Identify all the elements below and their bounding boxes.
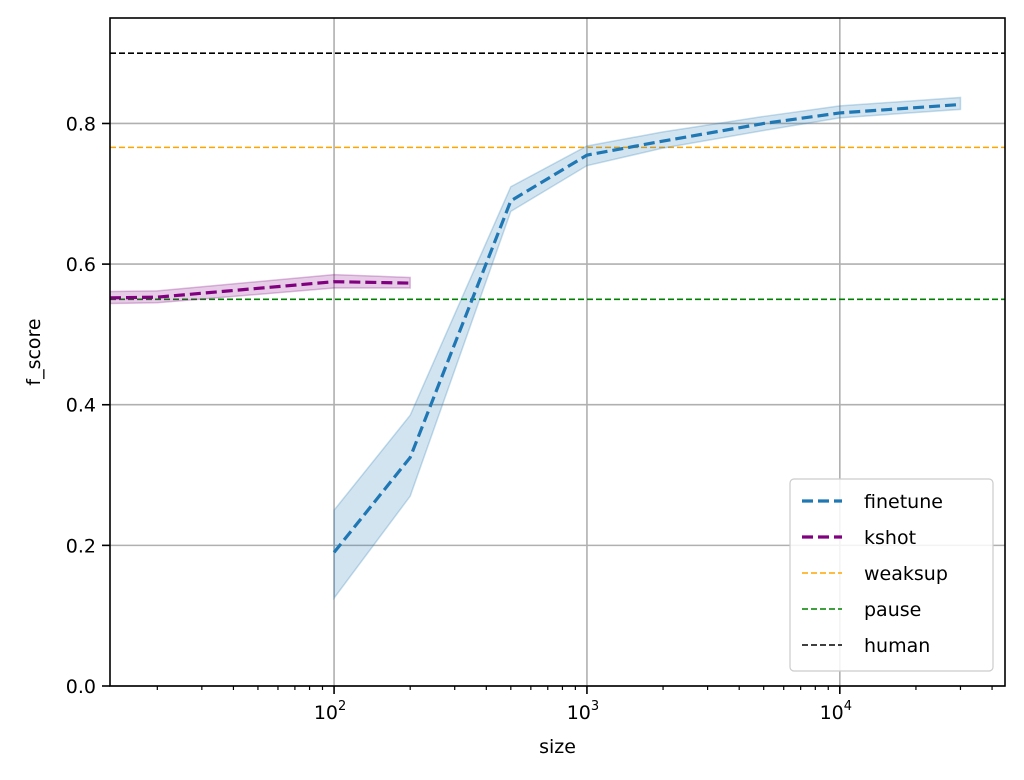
y-tick-label-1: 0.2: [66, 535, 96, 557]
y-tick-label-4: 0.8: [66, 113, 96, 135]
axes-frame: [109, 17, 1006, 687]
y-tick-label-0: 0.0: [66, 676, 96, 698]
plot-area: [110, 52, 1005, 601]
x-axis-label: size: [539, 736, 576, 758]
y-tick-label-3: 0.6: [66, 254, 96, 276]
x-tick-label-0: 102: [314, 699, 346, 724]
legend-label-finetune: finetune: [864, 491, 943, 513]
legend-box: [789, 478, 994, 672]
x-minor-ticks: [156, 686, 993, 690]
legend-label-pause: pause: [864, 599, 921, 621]
legend-label-human: human: [864, 635, 930, 657]
kshot-line: [110, 280, 411, 300]
y-axis-label: f_score: [23, 318, 45, 385]
finetune-line: [332, 102, 961, 554]
legend: finetune kshot weaksup pause human: [789, 478, 994, 672]
legend-label-weaksup: weaksup: [864, 563, 948, 585]
legend-label-kshot: kshot: [864, 527, 916, 549]
finetune-band: [333, 96, 962, 601]
y-tick-label-2: 0.4: [66, 395, 96, 417]
x-tick-label-2: 104: [820, 699, 852, 724]
x-tick-label-1: 103: [567, 699, 599, 724]
